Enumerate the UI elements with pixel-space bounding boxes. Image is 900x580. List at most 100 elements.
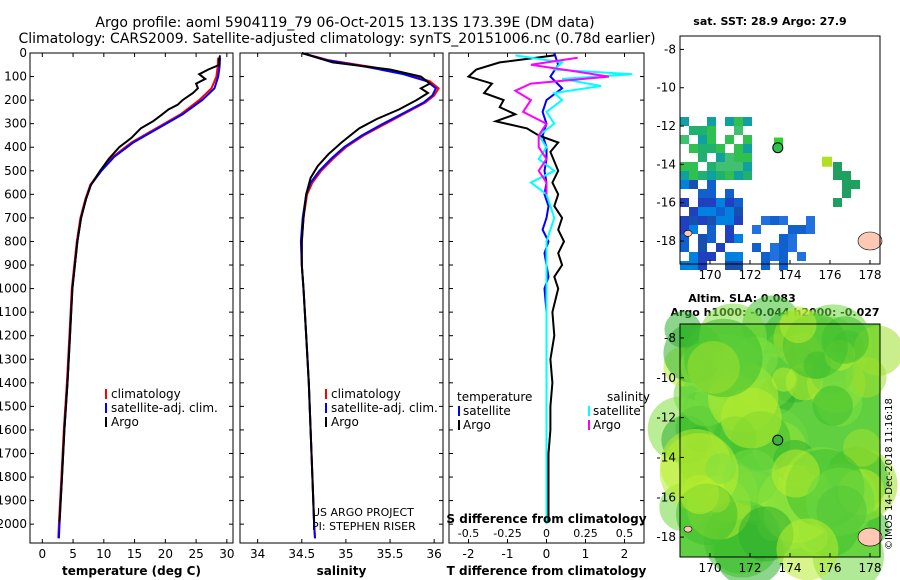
sst-pixel xyxy=(707,189,716,198)
sla-blob xyxy=(705,453,737,484)
sst-pixel xyxy=(716,207,725,216)
sst-pixel xyxy=(698,144,707,153)
legend-label: Argo xyxy=(463,418,491,432)
legend-label: satellite xyxy=(593,404,641,418)
sst-pixel xyxy=(689,144,698,153)
salinity-panel: 34 34.5 35 35.5 36 salinity climatologysatelli… xyxy=(239,52,444,578)
sst-pixel xyxy=(779,243,788,252)
sst-pixel xyxy=(734,234,743,243)
x-tick-label: 34 xyxy=(250,547,265,561)
series-line-climatology xyxy=(300,52,440,539)
sst-pixel xyxy=(698,153,707,162)
y-tick-label: 1800 xyxy=(0,470,27,484)
sst-pixel xyxy=(833,171,842,180)
sst-pixel xyxy=(689,216,698,225)
series-line-argo xyxy=(58,55,222,522)
sst-pixel xyxy=(734,144,743,153)
legend-label: satellite-adj. clim. xyxy=(111,401,218,415)
sla-blob xyxy=(771,449,820,498)
x-tick-label: 170 xyxy=(699,268,722,282)
y-tick-label: 900 xyxy=(4,258,27,272)
y-tick-label: -12 xyxy=(656,119,676,133)
legend-title: temperature xyxy=(457,390,532,404)
sst-pixel xyxy=(779,252,788,261)
sst-pixel xyxy=(698,234,707,243)
sst-pixel xyxy=(842,180,851,189)
map-frame xyxy=(679,323,881,558)
series-line-argo xyxy=(466,54,566,522)
series-line-satellite-adj--clim- xyxy=(299,52,438,539)
sst-pixel xyxy=(689,171,698,180)
sla-blob xyxy=(812,385,853,426)
y-tick-label: -18 xyxy=(656,530,676,544)
sst-pixel xyxy=(779,234,788,243)
sst-pixel xyxy=(743,144,752,153)
sst-pixel xyxy=(779,261,788,270)
top-tick-label: 0 xyxy=(543,527,550,540)
sla-blob xyxy=(776,518,839,580)
y-tick-label: -14 xyxy=(656,157,676,171)
x-tick-label: 172 xyxy=(739,561,762,575)
x-axis-label: T difference from climatology xyxy=(447,564,647,578)
x-tick-label: 1 xyxy=(582,547,590,561)
sst-pixel xyxy=(716,144,725,153)
sst-pixel xyxy=(725,117,734,126)
legend-label: Argo xyxy=(111,415,139,429)
sst-pixel xyxy=(716,243,725,252)
sst-pixel xyxy=(734,261,743,270)
x-axis-label: salinity xyxy=(317,564,367,578)
sst-pixel xyxy=(806,216,815,225)
sst-pixel xyxy=(707,117,716,126)
sst-pixel xyxy=(680,261,689,270)
argo-position-marker xyxy=(772,434,784,446)
x-tick-label: 35 xyxy=(338,547,353,561)
y-tick-label: 1200 xyxy=(0,329,27,343)
sst-pixel xyxy=(752,243,761,252)
sst-pixel xyxy=(761,252,770,261)
x-tick-label: -1 xyxy=(502,547,514,561)
sst-pixel xyxy=(734,162,743,171)
y-tick-label: 1900 xyxy=(0,494,27,508)
land-patch xyxy=(857,527,883,547)
argo-position-marker xyxy=(772,142,784,154)
land-patch xyxy=(857,231,883,251)
y-tick-label: 2000 xyxy=(0,517,27,531)
sla-blob xyxy=(720,387,782,449)
sst-pixel xyxy=(689,252,698,261)
sst-pixel xyxy=(716,171,725,180)
legend-label: Argo xyxy=(331,415,359,429)
legend-title: salinity xyxy=(607,390,650,404)
sst-pixel xyxy=(833,162,842,171)
x-tick-label: 0 xyxy=(543,547,551,561)
y-tick-label: 200 xyxy=(4,93,27,107)
sst-pixel xyxy=(680,243,689,252)
y-tick-label: 800 xyxy=(4,234,27,248)
x-tick-label: 15 xyxy=(127,547,142,561)
sst-pixel xyxy=(734,252,743,261)
sst-pixel xyxy=(743,153,752,162)
sst-pixel xyxy=(734,207,743,216)
y-tick-label: 500 xyxy=(4,164,27,178)
sst-pixel xyxy=(680,180,689,189)
header-line-2: Climatology: CARS2009. Satellite-adjuste… xyxy=(18,31,655,47)
x-tick-label: 176 xyxy=(819,561,842,575)
sst-pixel xyxy=(707,135,716,144)
x-axis-label: temperature (deg C) xyxy=(62,564,201,578)
sst-pixel xyxy=(779,216,788,225)
map-frame xyxy=(679,35,881,265)
y-tick-label: 400 xyxy=(4,140,27,154)
sst-pixel xyxy=(707,126,716,135)
sst-pixel xyxy=(725,135,734,144)
sst-pixel xyxy=(698,126,707,135)
sla-blob xyxy=(687,341,740,394)
sst-pixel xyxy=(770,252,779,261)
series-line-argo xyxy=(300,52,432,522)
sst-pixel xyxy=(707,180,716,189)
y-tick-label: 300 xyxy=(4,117,27,131)
x-tick-label: 36 xyxy=(427,547,442,561)
y-tick-label: 1400 xyxy=(0,376,27,390)
sst-pixel xyxy=(680,117,689,126)
y-tick-label: -10 xyxy=(656,371,676,385)
sst-pixel xyxy=(716,198,725,207)
top-tick-label: 0.25 xyxy=(573,527,598,540)
